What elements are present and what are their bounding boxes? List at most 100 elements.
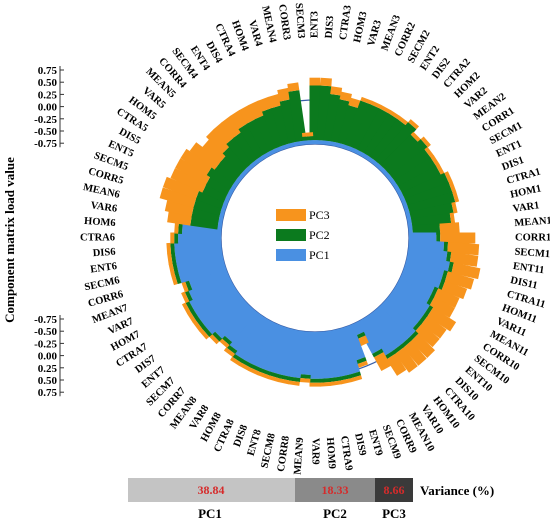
legend-label-pc3: PC3 — [309, 208, 330, 222]
bar-pc2-mean8 — [226, 344, 238, 355]
bar-pc1-hom7 — [188, 278, 236, 311]
bar-pc3-var8 — [230, 356, 242, 366]
category-label-var1: VAR1 — [512, 200, 540, 215]
y-tick-label: -0.50 — [34, 126, 57, 138]
variance-bar-pc2 — [295, 478, 375, 502]
bar-pc3-secm2 — [379, 104, 392, 114]
bar-pc3-hom8 — [238, 362, 251, 372]
variance-bar-pc1 — [128, 478, 295, 502]
bar-pc3-mean10 — [373, 352, 392, 372]
bar-pc3-hom2 — [410, 131, 422, 143]
bar-pc3-var11 — [433, 288, 460, 308]
bar-pc3-secm6 — [168, 263, 175, 275]
bar-pc2-hom10 — [392, 344, 404, 355]
bar-pc2-dis10 — [407, 330, 419, 342]
bar-pc3-ctra5 — [180, 148, 213, 175]
category-label-mean1: MEAN1 — [514, 215, 550, 229]
bar-stack-hom10 — [366, 309, 418, 373]
bar-pc2-corr5 — [193, 197, 223, 216]
bar-pc3-var4 — [267, 93, 282, 109]
bar-pc3-dis6 — [166, 242, 172, 255]
bar-pc3-ent11 — [449, 252, 479, 267]
bar-pc3-var3 — [348, 97, 362, 109]
bar-pc3-mean8 — [223, 347, 236, 358]
bar-stack-var7 — [181, 272, 232, 304]
bar-pc2-corr7 — [221, 334, 233, 346]
bar-pc2-dis8 — [259, 368, 271, 376]
bar-pc1-ent7 — [204, 295, 248, 335]
variance-value-pc1: 38.84 — [198, 483, 225, 497]
bar-stack-dis8 — [257, 324, 288, 380]
bar-pc2-dis4 — [246, 118, 273, 155]
category-label-ent6: ENT6 — [90, 261, 118, 276]
bar-stack-secm10 — [386, 289, 447, 339]
bar-stack-ctra6 — [170, 232, 221, 244]
bar-pc3-ctra8 — [248, 367, 260, 376]
bar-pc2-corr3 — [288, 90, 307, 142]
bar-pc1-ctra7 — [193, 284, 239, 319]
bar-stack-corr7 — [218, 305, 258, 349]
bar-pc2-secm10 — [418, 313, 428, 325]
bar-pc2-ctra3 — [323, 93, 342, 142]
bar-pc3-secm11 — [447, 242, 480, 256]
bar-pc2-mean11 — [425, 295, 435, 307]
bar-pc2-var11 — [430, 286, 439, 299]
bar-pc1-mean8 — [228, 309, 264, 351]
bar-stack-var3 — [336, 97, 362, 150]
bar-pc2-dis11 — [447, 261, 454, 274]
y-tick-label: 0.25 — [38, 89, 58, 101]
category-label-dis3: DIS3 — [324, 15, 337, 38]
bar-stack-ctra8 — [248, 321, 281, 376]
bar-pc3-mean4 — [277, 87, 291, 102]
bar-pc1-ctra11 — [403, 259, 445, 281]
bar-pc1-hom8 — [242, 317, 275, 365]
bar-pc3-mean5 — [206, 129, 231, 154]
bar-stack-ent7 — [199, 295, 248, 340]
bar-pc1-ent8 — [270, 326, 294, 375]
bar-pc3-ent10 — [414, 323, 440, 348]
y-tick-label: -0.25 — [34, 338, 57, 350]
bar-pc3-secm10 — [421, 315, 447, 339]
bar-pc1-hom11 — [401, 265, 442, 290]
bar-pc3-hom4 — [257, 96, 273, 112]
variance-title: Variance (%) — [420, 483, 494, 498]
bar-pc3-corr11 — [440, 232, 476, 244]
bar-pc2-ctra11 — [441, 270, 448, 282]
bar-pc2-hom7 — [185, 300, 195, 313]
bar-pc3-ent4 — [230, 110, 248, 130]
category-label-corr3: CORR3 — [276, 3, 292, 40]
bar-stack-ent8 — [267, 326, 294, 383]
y-tick-label: 0.00 — [38, 351, 58, 363]
bar-pc3-mean9 — [299, 378, 311, 383]
category-label-secm3: SECM3 — [293, 3, 307, 39]
bar-pc3-dis11 — [451, 262, 481, 280]
bar-pc3-ctra4 — [248, 100, 265, 120]
bar-pc3-secm8 — [278, 378, 290, 385]
bar-pc3-var2 — [420, 136, 431, 148]
bar-pc1-mean11 — [394, 278, 431, 305]
y-tick-label: 0.75 — [38, 387, 58, 399]
legend-swatch-pc2 — [276, 229, 306, 241]
bar-stack-corr8 — [288, 330, 308, 386]
bars-layer — [159, 77, 481, 387]
bar-pc2-mean7 — [184, 279, 193, 291]
bar-pc2-corr6 — [174, 272, 182, 285]
bar-pc2-secm2 — [357, 108, 390, 155]
category-label-ent9: ENT9 — [366, 428, 384, 457]
bar-pc1-secm10 — [386, 289, 425, 323]
y-tick-label: 0.25 — [38, 363, 58, 375]
bar-pc1-dis7 — [198, 289, 244, 327]
bar-pc3-ent2 — [388, 110, 400, 120]
category-label-ctra9: CTRA9 — [338, 435, 354, 471]
bar-pc3-ctra2 — [408, 119, 420, 130]
bar-pc3-hom6 — [174, 222, 179, 234]
bar-pc1-hom10 — [366, 309, 402, 351]
bar-pc2-dis7 — [195, 317, 206, 330]
bar-pc2-corr4 — [226, 136, 256, 168]
bar-stack-corr10 — [391, 284, 457, 332]
legend-label-pc2: PC2 — [309, 228, 330, 242]
bar-pc2-var2 — [385, 139, 428, 179]
bar-pc3-var1 — [449, 212, 456, 224]
bar-pc2-ctra7 — [190, 309, 200, 321]
y-tick-label: 0.50 — [38, 77, 58, 89]
